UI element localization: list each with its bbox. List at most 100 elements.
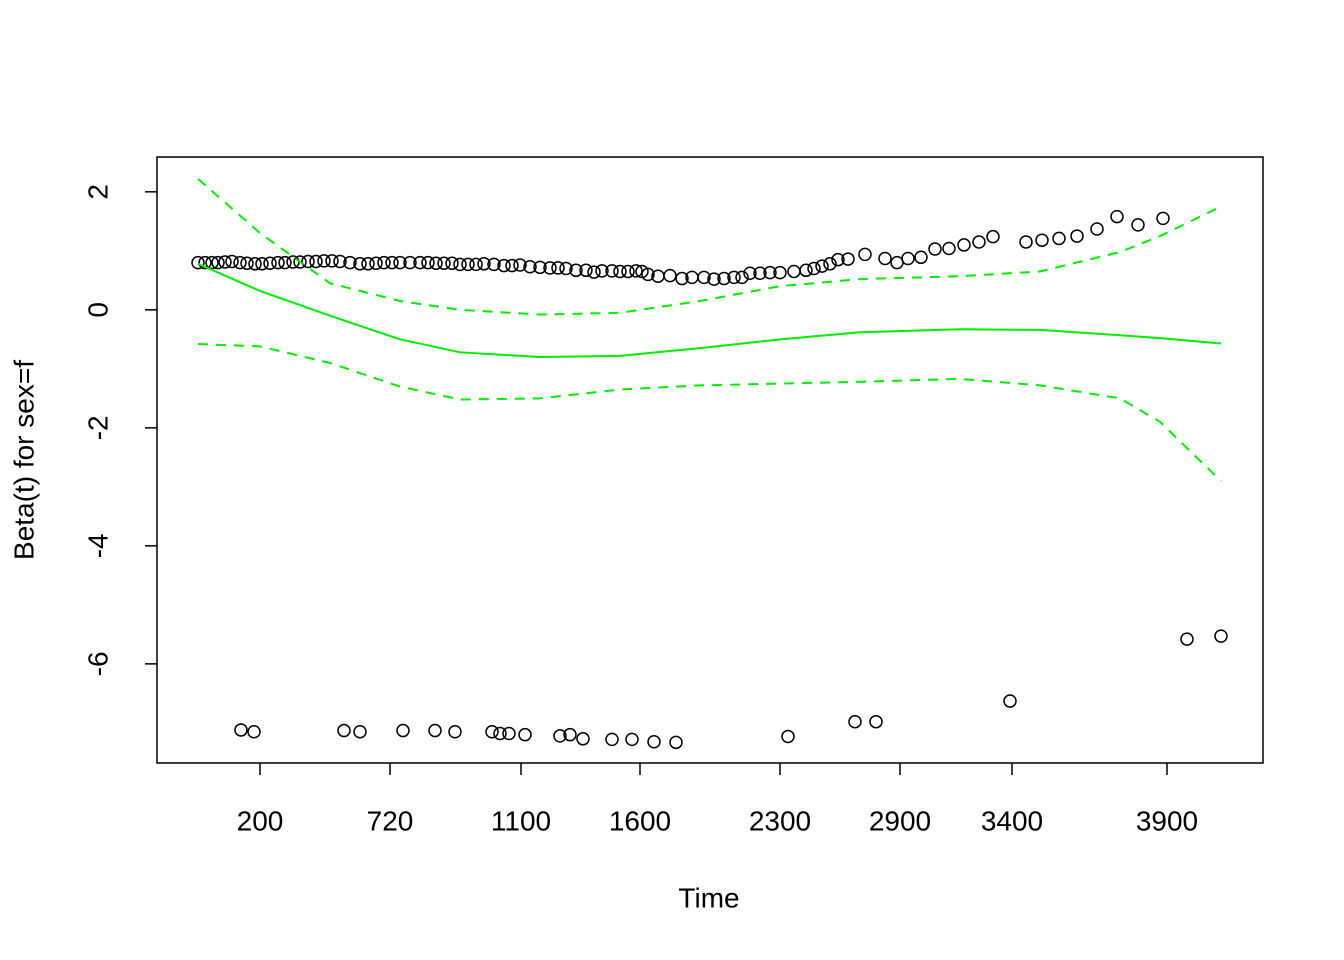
point bbox=[461, 257, 475, 272]
point bbox=[986, 229, 1000, 244]
point bbox=[569, 263, 583, 278]
point bbox=[613, 264, 627, 279]
point bbox=[807, 261, 821, 276]
point bbox=[518, 727, 532, 742]
point bbox=[225, 254, 239, 269]
point bbox=[914, 250, 928, 265]
point bbox=[369, 256, 383, 270]
point bbox=[669, 735, 683, 750]
point bbox=[502, 726, 516, 741]
point bbox=[429, 256, 443, 270]
point bbox=[317, 254, 331, 268]
point bbox=[361, 257, 375, 271]
point bbox=[543, 261, 557, 275]
y-tick-label: 2 bbox=[82, 184, 113, 200]
point bbox=[333, 254, 347, 269]
point bbox=[353, 257, 367, 271]
point bbox=[286, 255, 300, 269]
point bbox=[773, 265, 787, 280]
point bbox=[234, 723, 248, 737]
point bbox=[595, 264, 609, 278]
point bbox=[437, 256, 451, 270]
point bbox=[448, 724, 462, 739]
point bbox=[293, 255, 307, 269]
point bbox=[533, 260, 547, 275]
point bbox=[551, 261, 565, 275]
point bbox=[787, 264, 801, 279]
point bbox=[1214, 629, 1228, 643]
point bbox=[1090, 222, 1104, 236]
point bbox=[1180, 632, 1194, 646]
point bbox=[191, 255, 205, 270]
point bbox=[972, 235, 986, 249]
point bbox=[278, 255, 292, 270]
point bbox=[353, 724, 367, 739]
point bbox=[901, 251, 915, 266]
point bbox=[240, 256, 254, 270]
x-tick-label: 3400 bbox=[981, 805, 1043, 836]
point bbox=[553, 729, 567, 743]
point bbox=[385, 255, 399, 270]
point bbox=[735, 270, 749, 285]
point bbox=[1156, 211, 1170, 226]
point bbox=[848, 714, 862, 729]
x-tick-label: 200 bbox=[237, 805, 284, 836]
point bbox=[247, 724, 261, 739]
point bbox=[453, 257, 467, 272]
point bbox=[255, 257, 269, 271]
point bbox=[841, 252, 855, 266]
point bbox=[781, 729, 795, 744]
point bbox=[799, 263, 813, 278]
fit-line bbox=[197, 262, 1222, 359]
point bbox=[301, 254, 315, 269]
point bbox=[523, 260, 537, 274]
point bbox=[497, 258, 511, 273]
point bbox=[477, 257, 491, 271]
point bbox=[629, 264, 643, 278]
point bbox=[393, 255, 407, 270]
point bbox=[218, 255, 232, 269]
point bbox=[647, 735, 661, 749]
point bbox=[211, 255, 225, 270]
point bbox=[641, 267, 655, 282]
point bbox=[1003, 694, 1017, 708]
point bbox=[579, 263, 593, 278]
point bbox=[942, 241, 956, 256]
point bbox=[1070, 229, 1084, 243]
point bbox=[928, 242, 942, 256]
point bbox=[763, 265, 777, 280]
point bbox=[675, 271, 689, 286]
point bbox=[743, 266, 757, 280]
point bbox=[663, 268, 677, 283]
ci-line bbox=[197, 178, 1222, 316]
point bbox=[421, 255, 435, 270]
y-tick-label: 0 bbox=[82, 302, 113, 318]
point bbox=[337, 723, 351, 738]
point bbox=[233, 255, 247, 270]
x-tick-label: 3900 bbox=[1136, 805, 1198, 836]
point bbox=[587, 265, 601, 279]
point bbox=[605, 264, 619, 278]
point bbox=[263, 256, 277, 270]
plot-frame bbox=[156, 156, 1264, 764]
point bbox=[823, 257, 837, 271]
point bbox=[717, 271, 731, 286]
point bbox=[309, 254, 323, 269]
point bbox=[1035, 233, 1049, 247]
point bbox=[487, 257, 501, 272]
point bbox=[1131, 218, 1145, 232]
point bbox=[707, 272, 721, 286]
point bbox=[343, 255, 357, 270]
point bbox=[869, 714, 883, 729]
point bbox=[621, 264, 635, 279]
x-tick-label: 2900 bbox=[869, 805, 931, 836]
point bbox=[1052, 231, 1066, 246]
point bbox=[727, 270, 741, 285]
point bbox=[858, 247, 872, 262]
point bbox=[205, 255, 219, 270]
point bbox=[403, 255, 417, 270]
y-tick-label: -6 bbox=[82, 651, 113, 676]
point bbox=[1110, 209, 1124, 224]
point bbox=[605, 732, 619, 747]
